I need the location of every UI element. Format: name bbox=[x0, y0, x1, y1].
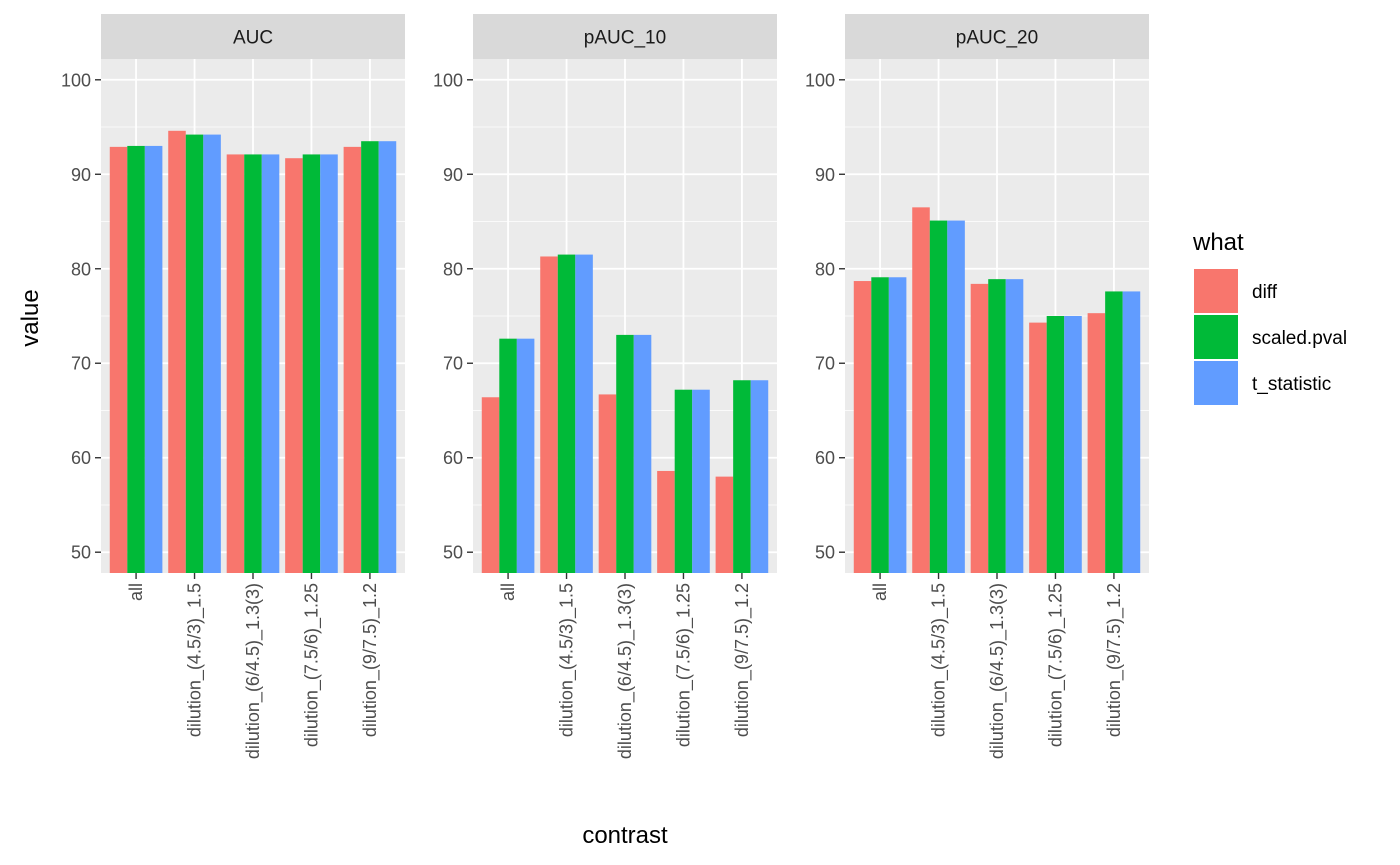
y-tick-label: 70 bbox=[71, 354, 91, 374]
bar-diff bbox=[109, 146, 128, 573]
x-tick-label: dilution_(7.5/6)_1.25 bbox=[673, 583, 694, 747]
bar-t_statistic bbox=[1064, 316, 1082, 573]
legend-label: scaled.pval bbox=[1252, 328, 1347, 349]
y-tick-label: 90 bbox=[443, 165, 463, 185]
bar-t_statistic bbox=[888, 277, 907, 573]
bar-scaled.pval bbox=[361, 141, 379, 573]
facet-strip bbox=[845, 14, 1149, 59]
y-tick-label: 80 bbox=[71, 259, 91, 279]
bar-scaled.pval bbox=[1046, 316, 1065, 573]
bar-t_statistic bbox=[144, 145, 163, 574]
bar-t_statistic bbox=[320, 154, 338, 573]
x-tick-label: dilution_(4.5/3)_1.5 bbox=[929, 583, 950, 737]
bar-scaled.pval bbox=[674, 389, 693, 573]
bar-scaled.pval bbox=[733, 380, 751, 573]
bar-diff bbox=[226, 154, 245, 573]
bar-scaled.pval bbox=[557, 254, 576, 573]
x-tick-label: dilution_(4.5/3)_1.5 bbox=[557, 583, 578, 737]
bar-t_statistic bbox=[203, 134, 221, 573]
bar-t_statistic bbox=[1005, 279, 1024, 573]
y-tick-label: 70 bbox=[815, 354, 835, 374]
bar-diff bbox=[285, 158, 303, 573]
x-tick-label: dilution_(6/4.5)_1.3(3) bbox=[615, 583, 636, 759]
bar-diff bbox=[1087, 313, 1106, 573]
bar-scaled.pval bbox=[185, 134, 204, 573]
bar-t_statistic bbox=[750, 380, 769, 573]
bar-diff bbox=[657, 470, 675, 573]
bar-scaled.pval bbox=[302, 154, 321, 573]
x-tick-label: all bbox=[498, 583, 518, 601]
bar-diff bbox=[168, 130, 186, 573]
facet-strip-label: pAUC_20 bbox=[956, 28, 1038, 49]
legend-key-t_statistic bbox=[1194, 361, 1238, 405]
legend-label: t_statistic bbox=[1252, 374, 1331, 395]
bar-diff bbox=[481, 397, 500, 573]
bar-t_statistic bbox=[378, 141, 397, 573]
legend-label: diff bbox=[1252, 282, 1278, 303]
x-tick-label: dilution_(6/4.5)_1.3(3) bbox=[987, 583, 1008, 759]
bar-scaled.pval bbox=[499, 338, 517, 573]
y-tick-label: 50 bbox=[443, 543, 463, 563]
x-tick-label: dilution_(4.5/3)_1.5 bbox=[185, 583, 206, 737]
y-tick-label: 80 bbox=[443, 259, 463, 279]
bar-t_statistic bbox=[947, 220, 965, 573]
bar-scaled.pval bbox=[616, 334, 634, 573]
x-tick-label: dilution_(6/4.5)_1.3(3) bbox=[243, 583, 264, 759]
x-axis-title: contrast bbox=[582, 822, 668, 849]
y-tick-label: 100 bbox=[433, 70, 463, 90]
bar-scaled.pval bbox=[871, 277, 889, 573]
facet-panel-AUC: AUC 50 60 70 80 90 100 all dilution_(4.5/3)_1.5 d… bbox=[61, 14, 405, 759]
x-tick-label: all bbox=[126, 583, 146, 601]
y-tick-label: 80 bbox=[815, 259, 835, 279]
y-axis-title: value bbox=[17, 289, 44, 346]
x-tick-label: dilution_(9/7.5)_1.2 bbox=[360, 583, 381, 737]
bar-scaled.pval bbox=[244, 154, 262, 573]
facet-strip-label: pAUC_10 bbox=[584, 28, 666, 49]
bar-scaled.pval bbox=[988, 279, 1006, 573]
y-tick-label: 70 bbox=[443, 354, 463, 374]
legend: what diff scaled.pval t_statistic bbox=[1192, 229, 1347, 405]
y-tick-label: 100 bbox=[805, 70, 835, 90]
y-tick-label: 100 bbox=[61, 70, 91, 90]
bar-t_statistic bbox=[575, 254, 593, 573]
bar-scaled.pval bbox=[127, 145, 145, 574]
bar-diff bbox=[853, 281, 872, 573]
facet-panel-pAUC_10: pAUC_10 50 60 70 80 90 100 all dilution_(4.5/3)_… bbox=[433, 14, 777, 759]
bar-diff bbox=[912, 207, 930, 573]
bar-diff bbox=[1029, 322, 1047, 573]
bar-diff bbox=[540, 256, 558, 573]
legend-key-scaled.pval bbox=[1194, 315, 1238, 359]
bar-diff bbox=[970, 283, 989, 573]
bar-t_statistic bbox=[261, 154, 280, 573]
bar-t_statistic bbox=[633, 334, 652, 573]
bar-scaled.pval bbox=[1105, 291, 1123, 573]
y-tick-label: 60 bbox=[815, 448, 835, 468]
y-tick-label: 90 bbox=[815, 165, 835, 185]
bar-diff bbox=[343, 146, 362, 573]
y-tick-label: 60 bbox=[443, 448, 463, 468]
bar-scaled.pval bbox=[929, 220, 948, 573]
facet-strip bbox=[101, 14, 405, 59]
y-tick-label: 90 bbox=[71, 165, 91, 185]
x-tick-label: dilution_(7.5/6)_1.25 bbox=[301, 583, 322, 747]
x-tick-label: dilution_(9/7.5)_1.2 bbox=[1104, 583, 1125, 737]
legend-key-diff bbox=[1194, 269, 1238, 313]
y-tick-label: 50 bbox=[815, 543, 835, 563]
x-tick-label: dilution_(9/7.5)_1.2 bbox=[732, 583, 753, 737]
facet-strip bbox=[473, 14, 777, 59]
bar-diff bbox=[715, 476, 734, 573]
bar-t_statistic bbox=[1122, 291, 1141, 573]
legend-title: what bbox=[1192, 229, 1244, 256]
x-tick-label: all bbox=[870, 583, 890, 601]
x-tick-label: dilution_(7.5/6)_1.25 bbox=[1045, 583, 1066, 747]
facet-panels: AUC 50 60 70 80 90 100 all dilution_(4.5/3)_1.5 d… bbox=[61, 14, 1149, 759]
y-tick-label: 60 bbox=[71, 448, 91, 468]
y-tick-label: 50 bbox=[71, 543, 91, 563]
bar-t_statistic bbox=[692, 389, 710, 573]
bar-diff bbox=[598, 394, 617, 573]
bar-t_statistic bbox=[516, 338, 535, 573]
facet-strip-label: AUC bbox=[233, 28, 273, 49]
facet-panel-pAUC_20: pAUC_20 50 60 70 80 90 100 all dilution_(4.5/3)_… bbox=[805, 14, 1149, 759]
